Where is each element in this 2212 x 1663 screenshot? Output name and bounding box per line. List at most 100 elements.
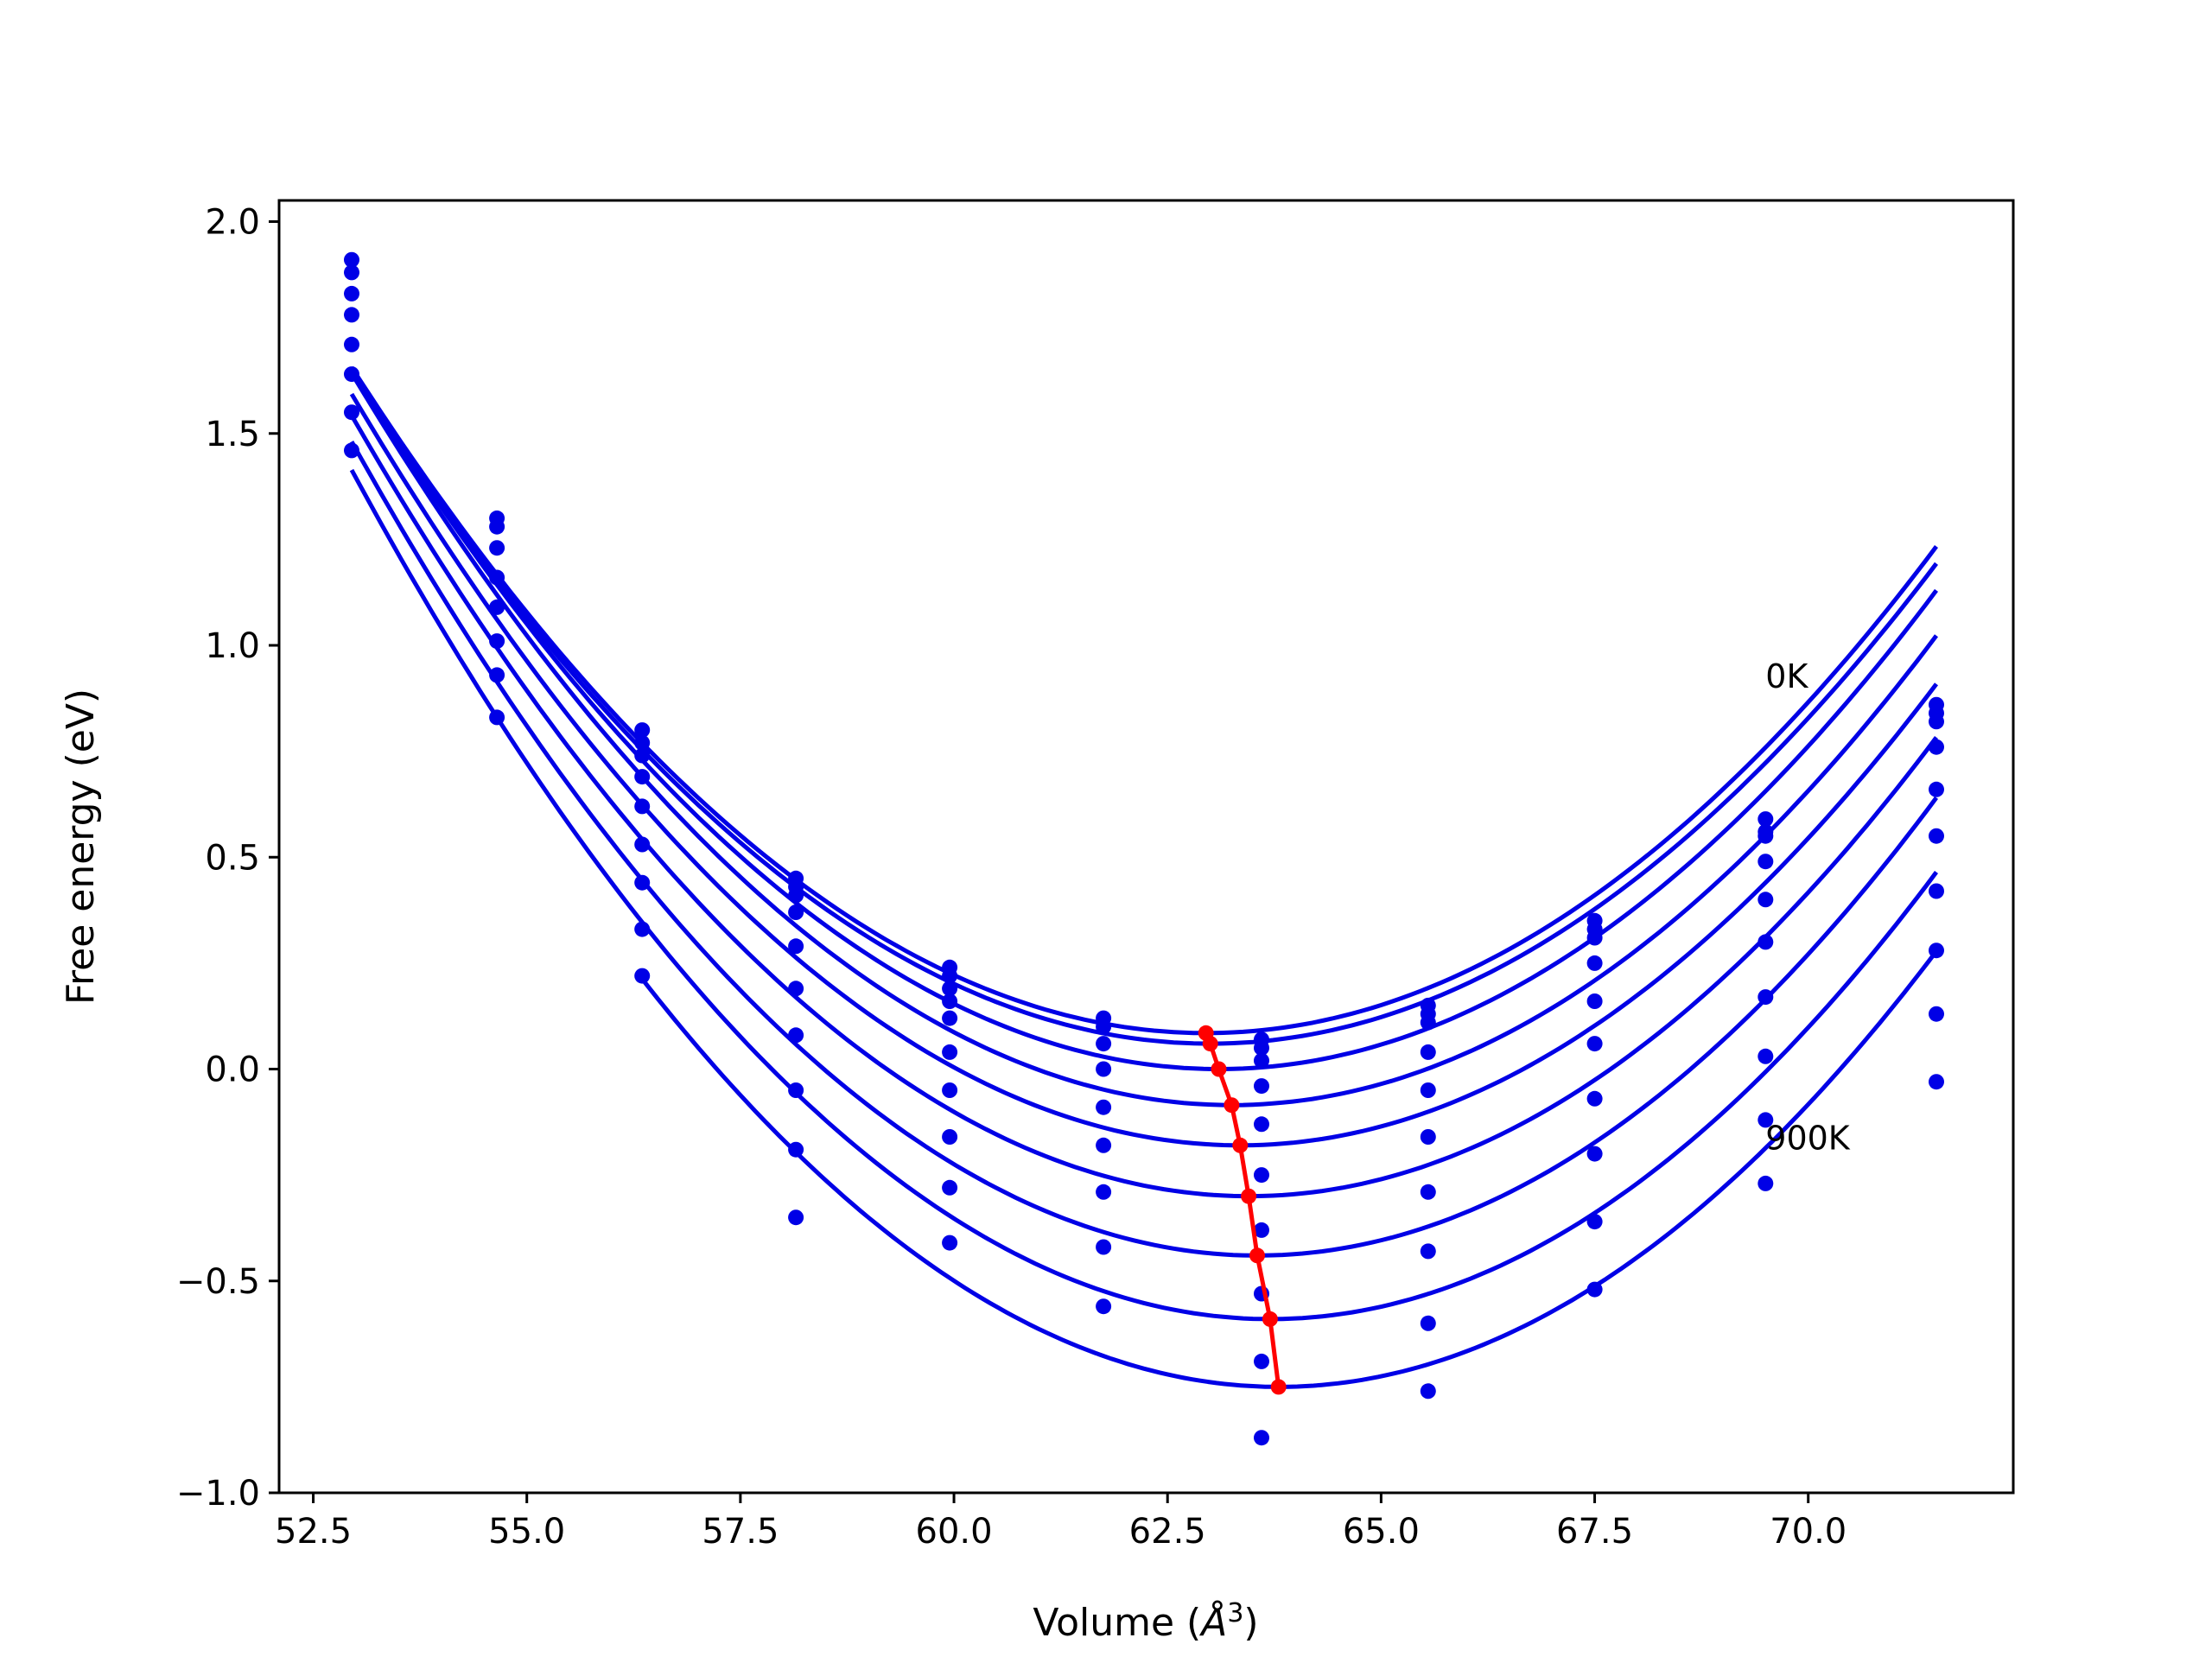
isotherm-data-point <box>634 769 651 785</box>
isotherm-data-point <box>344 442 359 459</box>
y-tick-label: 1.5 <box>205 415 260 454</box>
x-tick-label: 67.5 <box>1556 1512 1633 1552</box>
isotherm-data-point <box>1096 1298 1112 1315</box>
isotherm-data-point <box>942 1179 958 1196</box>
y-tick-label: 0.5 <box>205 838 260 878</box>
isotherm-data-point <box>1929 828 1944 844</box>
isotherm-data-point <box>1254 1078 1269 1095</box>
isotherm-data-point <box>1096 1239 1112 1255</box>
isotherm-data-point <box>489 667 505 683</box>
isotherm-data-point <box>788 1082 804 1098</box>
isotherm-data-point <box>1096 1061 1112 1077</box>
isotherm-data-point <box>1254 1167 1269 1184</box>
isotherm-data-point <box>634 968 651 984</box>
isotherm-data-point <box>489 540 505 556</box>
isotherm-data-point <box>634 722 651 739</box>
isotherm-data-point <box>344 404 359 421</box>
x-tick-label: 62.5 <box>1129 1512 1206 1552</box>
isotherm-data-point <box>1758 1112 1774 1128</box>
isotherm-data-point <box>788 1209 804 1226</box>
isotherm-data-point <box>1420 1129 1436 1145</box>
plot-frame <box>277 199 2015 1495</box>
x-tick-label: 70.0 <box>1770 1512 1847 1552</box>
isotherm-data-point <box>788 1027 804 1044</box>
isotherm-fit-curve-4 <box>349 392 1938 1148</box>
isotherm-data-point <box>634 734 651 751</box>
isotherm-data-point <box>1758 1175 1774 1191</box>
isotherm-data-point <box>1420 1184 1436 1200</box>
isotherm-data-point <box>1420 1243 1436 1260</box>
isotherm-data-point <box>1929 1074 1944 1090</box>
isotherm-data-point <box>344 307 359 323</box>
isotherm-fit-curve-5 <box>349 414 1938 1199</box>
isotherm-data-point <box>344 264 359 281</box>
isotherm-fit-curve-0 <box>349 365 1938 1036</box>
y-axis-label: Free energy (eV) <box>59 689 103 1005</box>
x-axis: 52.5 55.0 57.5 60.0 62.5 65.0 67.5 70.0 <box>275 1493 1847 1552</box>
isotherm-data-point <box>1586 1090 1603 1107</box>
isotherm-data-point <box>1254 1052 1269 1069</box>
isotherm-data-point <box>1420 1044 1436 1060</box>
isotherm-data-point <box>1096 1019 1112 1035</box>
isotherm-data-point <box>1758 1048 1774 1064</box>
isotherm-data-point <box>1929 1006 1944 1022</box>
isotherm-data-point <box>1929 739 1944 755</box>
isotherm-data-point <box>344 251 359 268</box>
isotherm-fit-curve-6 <box>349 440 1939 1258</box>
isotherm-data-point <box>1254 1040 1269 1056</box>
y-axis: −1.0 −0.5 0.0 0.5 1.0 1.5 2.0 <box>176 203 279 1514</box>
y-tick-label: −0.5 <box>176 1262 260 1302</box>
plot-layer <box>344 251 1944 1446</box>
isotherm-fit-curve-3 <box>349 371 1938 1108</box>
isotherm-data-point <box>1929 943 1944 959</box>
isotherm-data-point <box>634 874 651 891</box>
isotherm-data-point <box>1586 1146 1603 1162</box>
annotations: 0K 900K <box>1765 657 1851 1158</box>
x-axis-label: Volume (Å3) <box>1033 1598 1258 1645</box>
minimum-energy-point <box>1202 1036 1218 1052</box>
x-tick-label: 52.5 <box>275 1512 352 1552</box>
minimum-energy-point <box>1211 1061 1227 1077</box>
x-tick-label: 60.0 <box>916 1512 993 1552</box>
isotherm-data-point <box>489 599 505 615</box>
x-tick-label: 65.0 <box>1343 1512 1420 1552</box>
minimum-energy-point <box>1262 1311 1278 1327</box>
isotherm-data-point <box>942 1235 958 1251</box>
isotherm-data-point <box>1758 934 1774 950</box>
isotherm-data-point <box>1420 1082 1436 1098</box>
isotherm-data-point <box>1758 892 1774 908</box>
temperature-annotation: 0K <box>1765 657 1808 695</box>
isotherm-data-point <box>942 1082 958 1098</box>
isotherm-data-point <box>344 336 359 352</box>
minimum-energy-point <box>1232 1137 1249 1153</box>
isotherm-data-point <box>942 1129 958 1145</box>
isotherm-data-point <box>634 747 651 764</box>
isotherm-data-point <box>788 887 804 904</box>
isotherm-data-point <box>1420 1383 1436 1400</box>
isotherm-data-point <box>1758 811 1774 828</box>
minimum-energy-point <box>1224 1097 1240 1114</box>
temperature-annotation: 900K <box>1765 1120 1851 1158</box>
isotherm-data-point <box>942 993 958 1009</box>
isotherm-data-point <box>1586 955 1603 971</box>
isotherm-data-point <box>1758 989 1774 1006</box>
isotherm-data-point <box>344 285 359 301</box>
isotherm-data-point <box>942 1044 958 1060</box>
minimum-energy-point <box>1270 1379 1287 1395</box>
isotherm-data-point <box>1420 1014 1436 1031</box>
isotherm-data-point <box>634 921 651 937</box>
isotherm-data-point <box>1586 1214 1603 1230</box>
minimum-energy-point <box>1249 1247 1265 1264</box>
isotherm-data-point <box>942 968 958 984</box>
isotherm-data-point <box>1096 1099 1112 1115</box>
isotherm-data-point <box>1254 1430 1269 1446</box>
y-tick-label: 0.0 <box>205 1050 260 1090</box>
isotherm-data-point <box>1096 1184 1112 1200</box>
isotherm-data-point <box>489 518 505 535</box>
x-tick-label: 57.5 <box>702 1512 779 1552</box>
y-tick-label: −1.0 <box>176 1474 260 1514</box>
isotherm-data-point <box>1929 714 1944 730</box>
isotherm-fit-curve-7 <box>349 468 1939 1322</box>
y-tick-label: 1.0 <box>205 626 260 666</box>
